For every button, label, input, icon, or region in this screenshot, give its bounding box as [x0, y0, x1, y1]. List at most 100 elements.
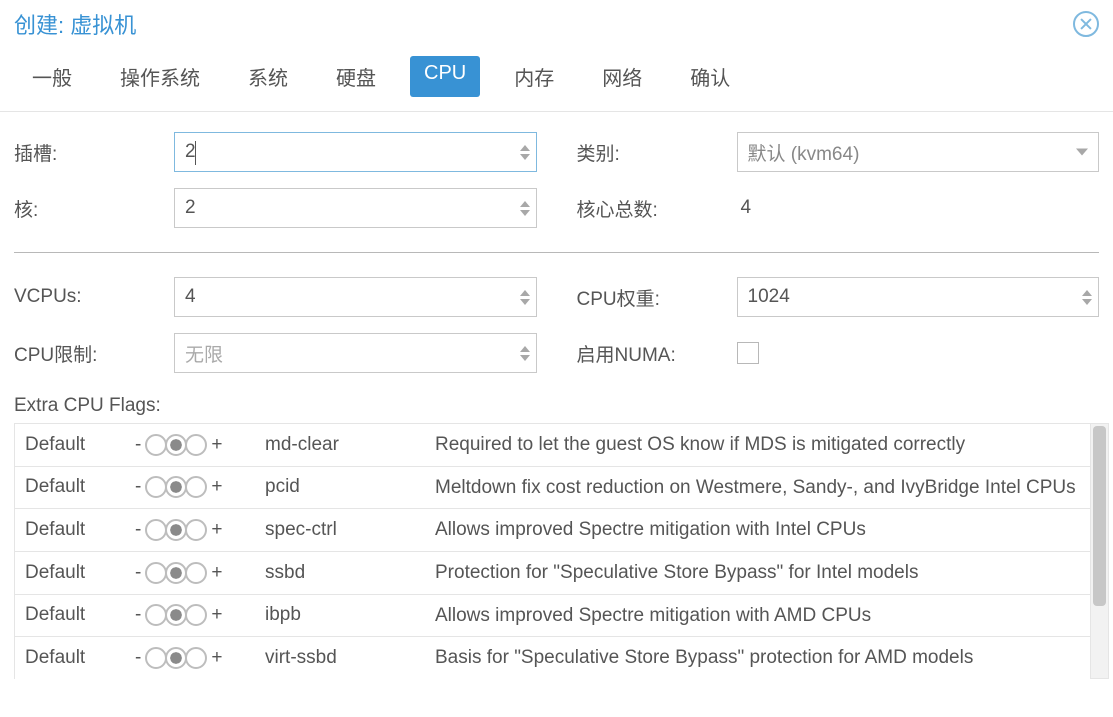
tri-off[interactable] [145, 647, 167, 669]
flag-row: Default - + spec-ctrl Allows improved Sp… [15, 509, 1090, 552]
flag-state-label: Default [25, 604, 125, 626]
sockets-input[interactable]: 2 [174, 132, 537, 172]
tri-state-toggle[interactable] [145, 562, 207, 584]
tri-default[interactable] [165, 562, 187, 584]
flags-table-wrap: Default - + md-clear Required to let the… [14, 423, 1109, 679]
spin-up-icon[interactable] [520, 201, 530, 207]
tri-state-toggle[interactable] [145, 519, 207, 541]
minus-label: - [135, 434, 141, 456]
divider [14, 252, 1099, 253]
cpu-limit-value: 无限 [185, 340, 223, 367]
cpu-type-select[interactable]: 默认 (kvm64) [737, 132, 1100, 172]
spin-up-icon[interactable] [520, 346, 530, 352]
cpu-weight-input[interactable]: 1024 [737, 277, 1100, 317]
scrollbar[interactable] [1091, 423, 1109, 679]
extra-flags-label: Extra CPU Flags: [0, 385, 1113, 423]
spin-down-icon[interactable] [520, 154, 530, 160]
flag-state-label: Default [25, 647, 125, 669]
flag-desc: Meltdown fix cost reduction on Westmere,… [435, 475, 1080, 501]
tab-os[interactable]: 操作系统 [106, 56, 214, 97]
tri-on[interactable] [185, 476, 207, 498]
spin-down-icon[interactable] [520, 210, 530, 216]
tri-state-toggle[interactable] [145, 647, 207, 669]
spin-up-icon[interactable] [520, 290, 530, 296]
close-icon[interactable] [1073, 11, 1099, 37]
sockets-value: 2 [185, 141, 196, 163]
spin-down-icon[interactable] [520, 355, 530, 361]
total-cores-label: 核心总数: [577, 195, 737, 222]
tab-memory[interactable]: 内存 [500, 56, 568, 97]
vcpus-value: 4 [185, 286, 196, 308]
flag-state-label: Default [25, 434, 125, 456]
plus-label: + [211, 519, 222, 541]
vcpus-label: VCPUs: [14, 286, 174, 308]
tri-off[interactable] [145, 604, 167, 626]
cpu-weight-label: CPU权重: [577, 284, 737, 311]
spin-down-icon[interactable] [520, 299, 530, 305]
flag-desc: Allows improved Spectre mitigation with … [435, 517, 1080, 543]
minus-label: - [135, 604, 141, 626]
tri-default[interactable] [165, 604, 187, 626]
cores-label: 核: [14, 195, 174, 222]
spin-up-icon[interactable] [1082, 290, 1092, 296]
numa-checkbox[interactable] [737, 342, 759, 364]
text-caret [195, 141, 196, 165]
flag-name: spec-ctrl [265, 519, 425, 541]
scrollbar-thumb[interactable] [1093, 426, 1106, 606]
tri-default[interactable] [165, 476, 187, 498]
plus-label: + [211, 434, 222, 456]
flag-name: md-clear [265, 434, 425, 456]
tri-off[interactable] [145, 562, 167, 584]
flag-state-label: Default [25, 519, 125, 541]
flag-desc: Protection for "Speculative Store Bypass… [435, 560, 1080, 586]
numa-label: 启用NUMA: [577, 340, 737, 367]
sockets-label: 插槽: [14, 139, 174, 166]
tri-off[interactable] [145, 519, 167, 541]
tri-off[interactable] [145, 476, 167, 498]
dialog-title: 创建: 虚拟机 [14, 8, 136, 40]
tri-default[interactable] [165, 647, 187, 669]
cpu-limit-input[interactable]: 无限 [174, 333, 537, 373]
tri-state-toggle[interactable] [145, 604, 207, 626]
cores-input[interactable]: 2 [174, 188, 537, 228]
tri-on[interactable] [185, 604, 207, 626]
flag-state-label: Default [25, 562, 125, 584]
tab-system[interactable]: 系统 [234, 56, 302, 97]
plus-label: + [211, 604, 222, 626]
flag-desc: Basis for "Speculative Store Bypass" pro… [435, 645, 1080, 671]
cores-value: 2 [185, 197, 196, 219]
spin-down-icon[interactable] [1082, 299, 1092, 305]
tri-on[interactable] [185, 562, 207, 584]
advanced-area: VCPUs: 4 CPU权重: 1024 [0, 257, 1113, 385]
flag-row: Default - + pcid Meltdown fix cost reduc… [15, 467, 1090, 510]
tab-cpu[interactable]: CPU [410, 56, 480, 97]
tri-on[interactable] [185, 434, 207, 456]
flag-desc: Allows improved Spectre mitigation with … [435, 603, 1080, 629]
tab-network[interactable]: 网络 [588, 56, 656, 97]
flag-name: ibpb [265, 604, 425, 626]
minus-label: - [135, 519, 141, 541]
form-area: 插槽: 2 类别: 默认 (kvm64) [0, 112, 1113, 240]
tri-state-toggle[interactable] [145, 434, 207, 456]
spin-up-icon[interactable] [520, 145, 530, 151]
tab-confirm[interactable]: 确认 [676, 56, 744, 97]
minus-label: - [135, 647, 141, 669]
vcpus-input[interactable]: 4 [174, 277, 537, 317]
cpu-limit-label: CPU限制: [14, 340, 174, 367]
tri-on[interactable] [185, 519, 207, 541]
flag-name: pcid [265, 476, 425, 498]
tri-state-toggle[interactable] [145, 476, 207, 498]
tab-harddisk[interactable]: 硬盘 [322, 56, 390, 97]
tri-off[interactable] [145, 434, 167, 456]
plus-label: + [211, 476, 222, 498]
flag-name: virt-ssbd [265, 647, 425, 669]
plus-label: + [211, 562, 222, 584]
minus-label: - [135, 476, 141, 498]
dialog-header: 创建: 虚拟机 [0, 0, 1113, 44]
tri-default[interactable] [165, 519, 187, 541]
tri-default[interactable] [165, 434, 187, 456]
tab-bar: 一般 操作系统 系统 硬盘 CPU 内存 网络 确认 [0, 44, 1113, 112]
flag-row: Default - + virt-ssbd Basis for "Specula… [15, 637, 1090, 679]
tab-general[interactable]: 一般 [18, 56, 86, 97]
tri-on[interactable] [185, 647, 207, 669]
